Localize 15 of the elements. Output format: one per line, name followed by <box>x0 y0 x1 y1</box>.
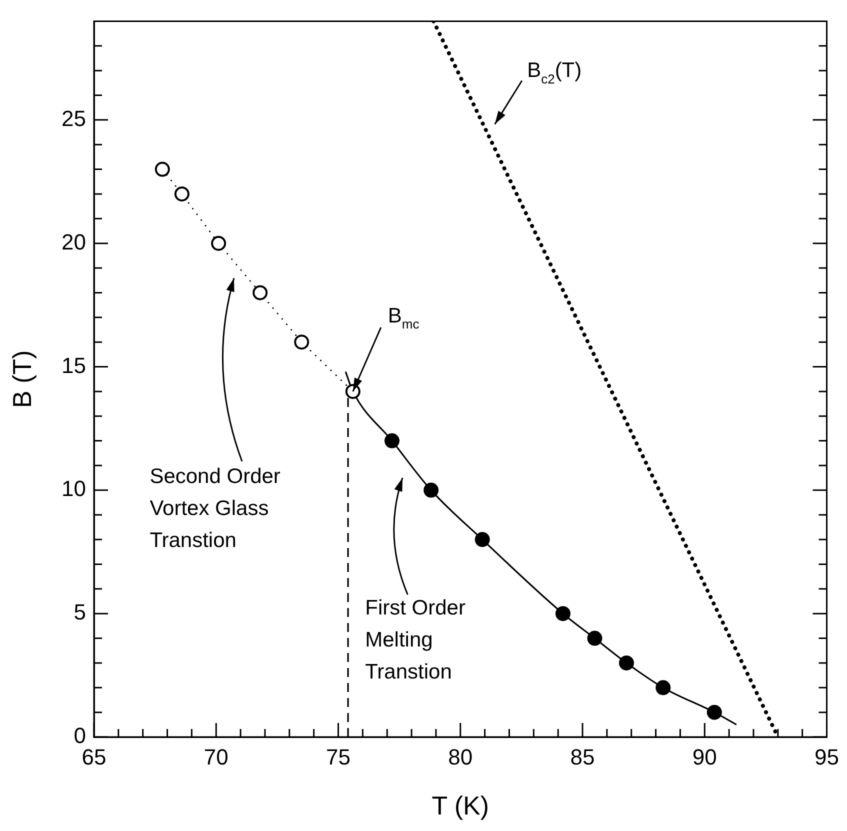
x-tick-label: 95 <box>814 744 840 770</box>
x-tick-label: 80 <box>448 744 473 770</box>
x-tick-label: 75 <box>326 744 350 770</box>
y-tick-label: 15 <box>62 352 86 378</box>
x-tick-label: 85 <box>570 744 595 770</box>
annotation: First Order Melting Transtion <box>365 596 466 684</box>
y-tick-label: 25 <box>62 106 86 131</box>
annotation: Second Order Vortex Glass Transtion <box>150 464 280 552</box>
y-tick-label: 10 <box>62 476 86 502</box>
y-tick-label: 5 <box>74 600 86 625</box>
y-axis-title: B (T) <box>6 350 37 408</box>
y-tick-label: 20 <box>62 229 86 254</box>
x-tick-label: 90 <box>692 744 717 770</box>
x-tick-label: 70 <box>204 744 228 770</box>
x-axis-title: T (K) <box>432 790 490 821</box>
